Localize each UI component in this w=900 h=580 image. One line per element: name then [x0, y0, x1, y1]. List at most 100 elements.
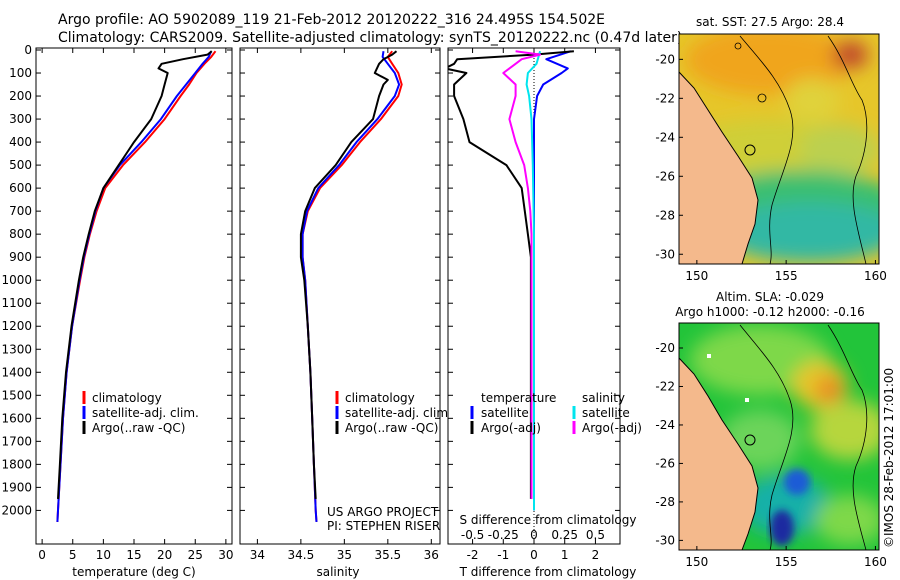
- sla-map: Altim. SLA: -0.029 Argo h1000: -0.12 h20…: [655, 290, 887, 569]
- x-tick-label: 30: [218, 548, 233, 562]
- map-x-tick-label: 160: [864, 555, 887, 569]
- y-tick-label: 1900: [1, 480, 32, 494]
- map-y-tick-label: -26: [655, 456, 675, 470]
- x-tick-label: 36: [424, 548, 439, 562]
- sst-map: sat. SST: 27.5 Argo: 28.4 150 155 160 -20 -2…: [655, 15, 887, 283]
- x-tick-label: 35.5: [374, 548, 401, 562]
- y-tick-label: 1100: [1, 296, 32, 310]
- t-difference-xlabel: T difference from climatology: [459, 565, 637, 579]
- header-line1: Argo profile: AO 5902089_119 21-Feb-2012…: [58, 12, 605, 28]
- y-tick-label: 900: [9, 250, 32, 264]
- map-x-tick-label: 150: [685, 269, 708, 283]
- difference-legend: temperature satellite Argo(-adj) salinit…: [470, 391, 642, 435]
- map-y-tick-label: -22: [655, 379, 675, 393]
- legend-label-s-argo: Argo(-adj): [582, 421, 642, 435]
- x-tick-label: 5: [69, 548, 77, 562]
- map-y-tick-label: -26: [655, 169, 675, 183]
- legend-label-climatology: climatology: [345, 391, 415, 405]
- map-x-tick-label: 150: [685, 555, 708, 569]
- imos-credit: ©IMOS 28-Feb-2012 17:01:00: [882, 368, 896, 548]
- s-tick-label: -0.5: [461, 528, 484, 542]
- y-tick-label: 1200: [1, 319, 32, 333]
- legend-title-salinity: salinity: [582, 391, 625, 405]
- map-y-tick-label: -28: [655, 495, 675, 509]
- y-tick-label: 2000: [1, 503, 32, 517]
- map-x-tick-label: 160: [864, 269, 887, 283]
- y-tick-label: 100: [9, 66, 32, 80]
- map-y-tick-label: -30: [655, 247, 675, 261]
- series-line-s-satellite: [525, 50, 542, 511]
- x-tick-label: 34: [250, 548, 265, 562]
- y-tick-label: 1000: [1, 273, 32, 287]
- salinity-legend: climatology satellite-adj. clim. Argo(..…: [335, 391, 452, 435]
- map-y-tick-label: -24: [655, 130, 675, 144]
- legend-label-s-satellite: satellite: [582, 406, 630, 420]
- map-y-tick-label: -20: [655, 341, 675, 355]
- legend-title-temperature: temperature: [481, 391, 556, 405]
- y-tick-label: 1800: [1, 457, 32, 471]
- y-tick-label: 600: [9, 181, 32, 195]
- temperature-xlabel: temperature (deg C): [72, 565, 195, 579]
- x-tick-label: 35: [337, 548, 352, 562]
- sla-map-title-line1: Altim. SLA: -0.029: [716, 290, 824, 304]
- salinity-axes-frame: [239, 47, 441, 545]
- temperature-panel: 0 5 10 15 20 25 300100200300400500600700800900…: [1, 43, 233, 579]
- y-tick-label: 200: [9, 89, 32, 103]
- s-tick-label: -0.25: [488, 528, 519, 542]
- map-y-tick-label: -20: [655, 52, 675, 66]
- y-tick-label: 1700: [1, 434, 32, 448]
- s-tick-label: 0.25: [551, 528, 578, 542]
- map-y-tick-label: -22: [655, 91, 675, 105]
- salinity-xlabel: salinity: [316, 565, 359, 579]
- x-tick-label: 2: [592, 548, 600, 562]
- project-annotation: US ARGO PROJECT: [327, 505, 439, 519]
- s-difference-label: S difference from climatology: [460, 513, 637, 527]
- y-tick-label: 800: [9, 227, 32, 241]
- y-tick-label: 1300: [1, 342, 32, 356]
- y-tick-label: 400: [9, 135, 32, 149]
- legend-label-satellite: satellite-adj. clim.: [92, 406, 199, 420]
- pi-annotation: PI: STEPHEN RISER: [327, 519, 440, 533]
- s-tick-label: 0.5: [586, 528, 605, 542]
- map-x-tick-label: 155: [775, 269, 798, 283]
- legend-label-satellite: satellite-adj. clim.: [345, 406, 452, 420]
- legend-label-climatology: climatology: [92, 391, 162, 405]
- x-tick-label: 1: [561, 548, 569, 562]
- y-tick-label: 300: [9, 112, 32, 126]
- y-tick-label: 500: [9, 158, 32, 172]
- y-tick-label: 1400: [1, 365, 32, 379]
- map-y-tick-label: -30: [655, 533, 675, 547]
- y-tick-label: 1500: [1, 388, 32, 402]
- x-tick-label: 0: [38, 548, 46, 562]
- x-tick-label: 25: [188, 548, 203, 562]
- temperature-legend: climatology satellite-adj. clim. Argo(..…: [82, 391, 199, 435]
- sla-map-title-line2: Argo h1000: -0.12 h2000: -0.16: [675, 305, 865, 319]
- legend-label-t-satellite: satellite: [481, 406, 529, 420]
- x-tick-label: -1: [497, 548, 509, 562]
- y-tick-label: 0: [24, 43, 32, 57]
- y-tick-label: 700: [9, 204, 32, 218]
- s-tick-label: 0: [530, 528, 538, 542]
- legend-label-argo: Argo(..raw -QC): [92, 421, 185, 435]
- map-x-tick-label: 155: [775, 555, 798, 569]
- x-tick-label: 20: [157, 548, 172, 562]
- x-tick-label: 15: [126, 548, 141, 562]
- header-line2: Climatology: CARS2009. Satellite-adjuste…: [58, 30, 682, 46]
- series-line-argo-raw-qc-: [57, 50, 213, 499]
- sst-map-title: sat. SST: 27.5 Argo: 28.4: [696, 15, 844, 29]
- legend-label-argo: Argo(..raw -QC): [345, 421, 438, 435]
- legend-label-t-argo: Argo(-adj): [481, 421, 541, 435]
- x-tick-label: 0: [530, 548, 538, 562]
- series-line-argo-raw-qc-: [299, 50, 398, 499]
- y-tick-label: 1600: [1, 411, 32, 425]
- temperature-axes-frame: [35, 47, 233, 545]
- x-tick-label: 10: [96, 548, 111, 562]
- x-tick-label: 34.5: [288, 548, 315, 562]
- difference-panel: -2 -1 0 1 2 temperature satellite Argo(-adj)…: [447, 47, 642, 579]
- salinity-panel: 34 34.5 35 35.5 36 climatology satellite-adj…: [239, 47, 452, 579]
- x-tick-label: -2: [467, 548, 479, 562]
- series-line-s-argo-adj-: [502, 50, 542, 499]
- map-y-tick-label: -28: [655, 208, 675, 222]
- map-y-tick-label: -24: [655, 418, 675, 432]
